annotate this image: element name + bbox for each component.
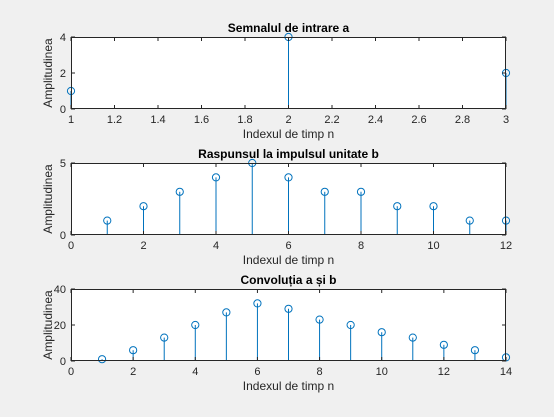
- x-tick-label: 14: [500, 366, 512, 378]
- x-tick-label: 2.4: [368, 114, 383, 126]
- x-axis-label: Indexul de timp n: [243, 253, 334, 267]
- x-tick-label: 8: [317, 366, 323, 378]
- x-tick-label: 0: [68, 366, 74, 378]
- stem-marker: [429, 202, 438, 211]
- stem-marker: [97, 355, 107, 364]
- y-tick-label: 0: [60, 356, 66, 368]
- y-tick-label: 0: [60, 230, 66, 242]
- y-tick-label: 0: [60, 104, 66, 116]
- x-tick-label: 6: [254, 366, 260, 378]
- x-tick-label: 1.8: [237, 114, 252, 126]
- chart-title: Convoluția a și b: [240, 273, 336, 287]
- x-tick-label: 0: [68, 240, 74, 252]
- y-axis-label: Amplitudinea: [41, 38, 55, 108]
- stem-marker: [470, 346, 480, 355]
- stem-marker: [222, 308, 231, 317]
- x-tick-label: 1.4: [150, 114, 165, 126]
- stem-marker: [315, 315, 324, 324]
- stem-marker: [346, 320, 355, 330]
- stem-marker: [139, 202, 148, 211]
- stem-marker: [377, 328, 386, 337]
- stem-marker: [356, 187, 366, 196]
- x-tick-label: 2: [130, 366, 136, 378]
- chart-title: Raspunsul la impulsul unitate b: [198, 147, 379, 161]
- y-tick-label: 40: [54, 284, 66, 296]
- x-tick-label: 10: [376, 366, 388, 378]
- x-tick-label: 2.8: [455, 114, 470, 126]
- stem-marker: [160, 333, 169, 342]
- x-tick-label: 2.2: [324, 114, 339, 126]
- y-tick-label: 20: [54, 320, 66, 332]
- x-tick-label: 2.6: [411, 114, 426, 126]
- x-tick-label: 3: [503, 114, 509, 126]
- stem-marker: [393, 202, 402, 211]
- x-tick-label: 4: [192, 366, 198, 378]
- x-tick-label: 2: [285, 114, 291, 126]
- stem-marker: [465, 216, 474, 225]
- stem-marker: [320, 187, 329, 196]
- stem-marker: [191, 320, 200, 330]
- subplot-1: 1 1.2 1.4 1.6 1.8 2 2.2 2.4 2.6 2.8 3 0 2 4 Semnalul d…: [41, 21, 511, 141]
- stem-marker: [408, 333, 417, 342]
- y-axis-label: Amplitudinea: [41, 164, 55, 234]
- x-tick-label: 12: [438, 366, 450, 378]
- stem-marker: [175, 187, 184, 196]
- stem-marker: [103, 216, 112, 225]
- subplot-3: 0 2 4 6 8 10 12 14 0 20 40 Convoluția a și b Indexul…: [41, 273, 512, 393]
- x-tick-label: 8: [358, 240, 364, 252]
- chart-title: Semnalul de intrare a: [228, 21, 350, 35]
- x-tick-label: 2: [140, 240, 146, 252]
- x-tick-label: 1: [68, 114, 74, 126]
- x-axis-label: Indexul de timp n: [243, 127, 334, 141]
- stem-marker: [284, 304, 293, 313]
- stem-marker: [284, 173, 293, 182]
- y-axis-label: Amplitudinea: [41, 290, 55, 360]
- x-tick-label: 1.2: [107, 114, 122, 126]
- subplot-2: 0 2 4 6 8 10 12 0 5 Raspunsul la impulsul unitate…: [41, 147, 512, 267]
- stem-marker: [253, 299, 262, 308]
- x-tick-label: 6: [285, 240, 291, 252]
- stem-marker: [211, 173, 221, 182]
- stem-marker: [129, 346, 138, 355]
- x-axis-label: Indexul de timp n: [243, 379, 334, 393]
- x-tick-label: 10: [427, 240, 439, 252]
- y-tick-label: 2: [60, 68, 66, 80]
- y-tick-label: 5: [60, 158, 66, 170]
- x-tick-label: 4: [213, 240, 219, 252]
- stem-marker: [439, 340, 448, 349]
- x-tick-label: 12: [500, 240, 512, 252]
- y-tick-label: 4: [60, 32, 66, 44]
- x-tick-label: 1.6: [194, 114, 209, 126]
